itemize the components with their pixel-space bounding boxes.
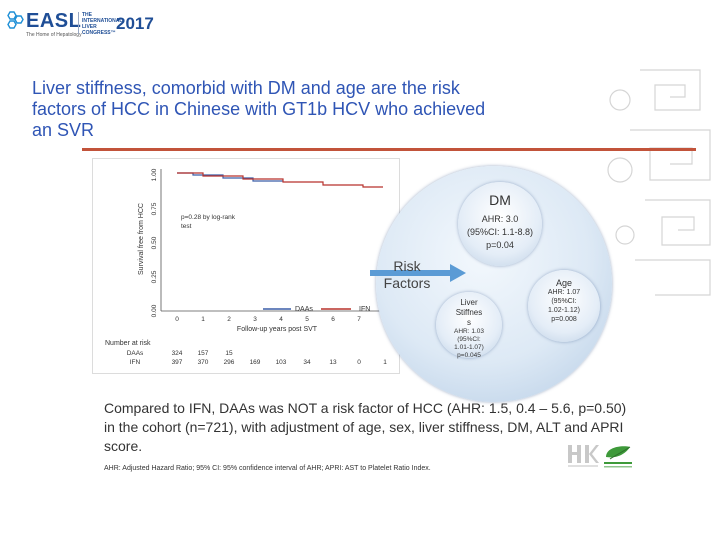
- liver-ci-range: 1.01-1.07): [454, 344, 484, 351]
- km-xtick: 2: [227, 316, 231, 323]
- km-curve-ifn: [177, 172, 383, 188]
- age-ahr: AHR: 1.07: [547, 289, 581, 296]
- age-bubble: Age AHR: 1.07 (95%CI: 1.02-1.12) p=0.008: [528, 270, 600, 342]
- liver-pvalue: p=0.045: [457, 352, 481, 359]
- km-at-risk-label: DAAs: [127, 350, 144, 357]
- km-at-risk-value: 103: [276, 359, 287, 366]
- risk-factors-label: Risk Factors: [372, 258, 442, 292]
- km-at-risk-value: 397: [172, 359, 183, 366]
- km-ytick: 1.00: [151, 168, 158, 181]
- liver-name-2: Stiffnes: [455, 308, 483, 317]
- liver-stiffness-bubble: Liver Stiffnes s AHR: 1.03 (95%CI: 1.01-…: [436, 292, 502, 359]
- km-xlabel: Follow-up years post SVT: [237, 326, 318, 333]
- logo-easl-text: EASL: [26, 10, 82, 32]
- km-at-risk-title: Number at risk: [105, 340, 151, 347]
- age-pvalue: p=0.008: [551, 316, 577, 323]
- km-xtick: 3: [253, 316, 257, 323]
- liver-ci-open: (95%CI:: [457, 336, 481, 343]
- logo-tagline: The Home of Hepatology: [26, 32, 82, 38]
- km-at-risk-value: 0: [357, 359, 361, 366]
- partner-logo-green: [604, 446, 632, 468]
- footnote: AHR: Adjusted Hazard Ratio; 95% CI: 95% …: [104, 465, 431, 472]
- km-annotation-line1: p=0.28 by log-rank: [181, 214, 236, 221]
- decorative-pattern: [607, 69, 711, 296]
- km-ylabel: Survival free from HCC: [138, 203, 145, 275]
- km-at-risk-value: 324: [172, 350, 183, 357]
- km-ytick: 0.00: [151, 304, 158, 317]
- km-xtick: 7: [357, 316, 361, 323]
- km-legend-daa: DAAs: [295, 306, 313, 313]
- dm-name: DM: [489, 192, 511, 208]
- km-plot: Survival free from HCC 0.00 0.25 0.50 0.…: [92, 158, 400, 374]
- liver-ahr: AHR: 1.03: [454, 328, 484, 335]
- km-legend-ifn: IFN: [359, 306, 370, 313]
- km-xtick: 0: [175, 316, 179, 323]
- slide-title: Liver stiffness, comorbid with DM and ag…: [32, 78, 486, 140]
- risk-label-line2: Factors: [383, 275, 431, 291]
- logo-year: 2017: [116, 14, 154, 33]
- km-at-risk-value: 34: [303, 359, 311, 366]
- liver-name-3: s: [467, 318, 471, 327]
- km-xtick: 1: [201, 316, 205, 323]
- arrow-right-icon: [370, 264, 466, 282]
- km-at-risk-value: 157: [198, 350, 209, 357]
- km-ytick: 0.25: [151, 270, 158, 283]
- km-at-risk-value: 370: [198, 359, 209, 366]
- easl-logo: EASL The Home of Hepatology THE INTERNAT…: [4, 6, 154, 38]
- logo-congress-text: THE INTERNATIONAL LIVER CONGRESS™: [82, 12, 123, 36]
- title-divider: [82, 148, 696, 151]
- liver-name-1: Liver: [460, 298, 478, 307]
- km-at-risk-value: 169: [250, 359, 261, 366]
- km-annotation-line2: test: [181, 223, 192, 230]
- dm-bubble: DM AHR: 3.0 (95%CI: 1.1-8.8) p=0.04: [458, 182, 542, 266]
- partner-logo-hk: [568, 445, 599, 467]
- km-curve-daa: [177, 172, 283, 182]
- risk-label-line1: Risk: [393, 258, 421, 274]
- km-at-risk-value: 13: [329, 359, 337, 366]
- hexagon-cluster-icon: [7, 11, 24, 29]
- age-ci-range: 1.02-1.12): [548, 307, 580, 314]
- dm-ahr: AHR: 3.0: [481, 214, 519, 224]
- km-at-risk-value: 1: [383, 359, 387, 366]
- dm-ci: (95%CI: 1.1-8.8): [466, 227, 534, 237]
- age-name: Age: [555, 278, 572, 288]
- dm-pvalue: p=0.04: [486, 240, 514, 250]
- age-ci-open: (95%CI:: [551, 298, 577, 305]
- summary-text: Compared to IFN, DAAs was NOT a risk fac…: [104, 400, 627, 454]
- km-at-risk-value: 15: [225, 350, 233, 357]
- logo-divider: [78, 12, 79, 34]
- km-xtick: 4: [279, 316, 283, 323]
- km-ytick: 0.50: [151, 236, 158, 249]
- km-xtick: 5: [305, 316, 309, 323]
- km-xtick: 6: [331, 316, 335, 323]
- km-at-risk-label: IFN: [130, 359, 141, 366]
- km-at-risk-value: 296: [224, 359, 235, 366]
- km-ytick: 0.75: [151, 202, 158, 215]
